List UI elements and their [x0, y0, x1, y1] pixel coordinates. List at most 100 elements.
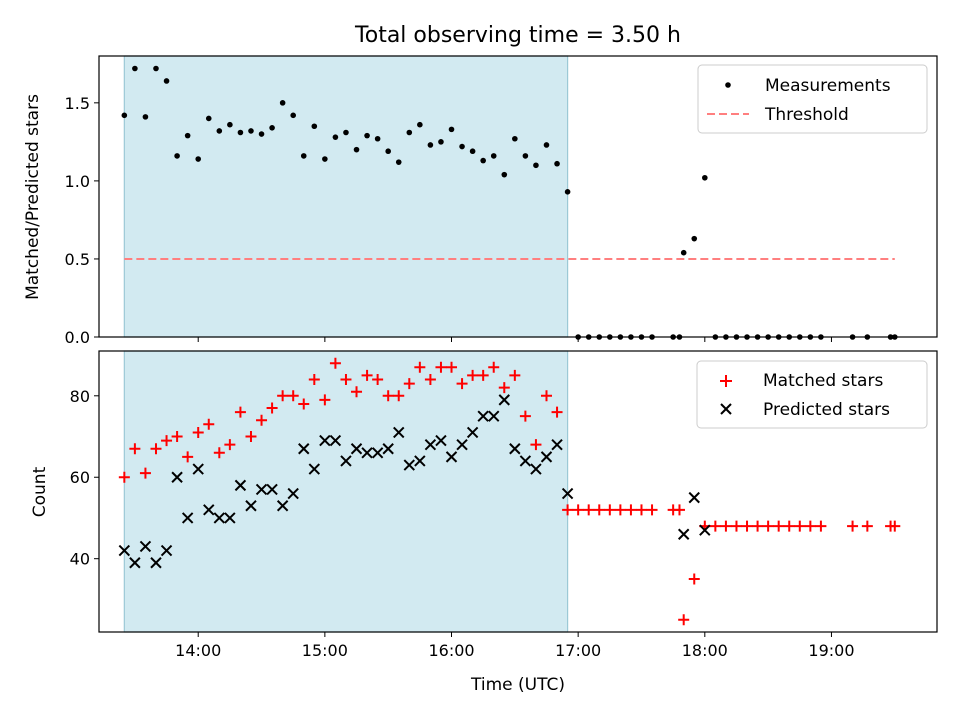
matched-star-point — [213, 447, 225, 459]
matched-star-point — [456, 378, 468, 390]
matched-star-point — [635, 504, 647, 516]
measurement-point — [364, 132, 370, 139]
bottom-x-axis: 14:00 15:00 16:00 17:00 18:00 19:00 — [175, 632, 855, 660]
matched-star-point — [678, 614, 690, 626]
matched-star-point — [161, 435, 173, 447]
measurement-point — [522, 153, 529, 159]
matched-star-point — [625, 504, 637, 516]
matched-star-point — [308, 374, 320, 386]
top-plot-frame — [98, 55, 938, 338]
predicted-star-point — [129, 557, 141, 569]
matched-star-point — [393, 390, 405, 402]
matched-star-point — [730, 520, 742, 532]
predicted-star-point — [234, 479, 247, 492]
matched-star-point — [889, 520, 901, 532]
measurement-point — [554, 160, 560, 167]
measurement-point — [216, 128, 223, 134]
matched-star-point — [467, 369, 479, 381]
matched-star-point — [287, 390, 299, 402]
measurement-point — [385, 148, 391, 155]
measurement-point — [417, 121, 423, 128]
threshold-legend-label: Threshold — [764, 105, 849, 125]
measurement-point — [269, 125, 275, 131]
predicted-star-point — [245, 500, 257, 512]
matched-star-point — [139, 467, 151, 479]
matched-star-point — [435, 361, 447, 373]
matched-star-point — [762, 520, 774, 532]
top-legend-box — [697, 64, 928, 134]
matched-star-point — [382, 390, 394, 402]
measurement-point — [564, 189, 571, 195]
predicted-star-point — [477, 410, 489, 422]
x-tick-label: 18:00 — [682, 641, 728, 660]
matched-star-point — [861, 520, 873, 532]
predicted-star-point — [382, 443, 394, 455]
measurement-point — [311, 123, 318, 130]
matched-star-point — [372, 374, 384, 386]
matched-star-point — [477, 369, 489, 381]
predicted-star-point — [509, 443, 521, 455]
measurement-point — [332, 134, 339, 140]
shaded-interval — [123, 350, 569, 633]
predicted-star-point — [488, 410, 500, 422]
measurement-point — [490, 153, 497, 159]
predicted-star-point — [287, 487, 299, 500]
measurement-point — [153, 65, 159, 72]
matched-star-point — [614, 504, 626, 516]
matched-star-point — [709, 520, 721, 532]
predicted-star-point — [181, 512, 194, 524]
matched-star-point — [298, 398, 310, 410]
bottom-y-axis-label: Count — [30, 466, 50, 517]
measurement-legend-marker — [725, 82, 731, 88]
predicted-legend-label: Predicted stars — [763, 400, 890, 420]
bottom-plot-frame — [98, 350, 938, 633]
predicted-star-point — [150, 557, 162, 569]
matched-star-point — [688, 573, 700, 585]
matched-star-point — [245, 431, 257, 443]
top-panel: 0.0 0.5 1.0 1.5 Matched/Predicted stars Mea… — [23, 55, 938, 347]
matched-star-point — [224, 439, 236, 451]
top-x-axis — [197, 337, 832, 342]
matched-star-point — [540, 390, 552, 402]
matched-star-point — [815, 520, 827, 532]
matched-star-point — [182, 451, 194, 463]
bottom-y-axis: 40 60 80 — [70, 387, 99, 569]
matched-star-point — [783, 520, 795, 532]
matched-star-point — [192, 426, 204, 438]
measurement-point — [174, 153, 180, 159]
predicted-star-point — [699, 524, 711, 536]
predicted-star-point — [329, 434, 342, 447]
measurement-point — [279, 100, 286, 106]
measurement-point — [258, 131, 265, 137]
matched-star-point — [266, 402, 278, 414]
predicted-legend-marker — [720, 403, 732, 415]
predicted-star-point — [371, 447, 384, 459]
measurement-legend-label: Measurements — [765, 76, 891, 96]
predicted-star-point — [361, 447, 373, 459]
predicted-star-point — [319, 434, 331, 447]
measurement-point — [184, 132, 191, 139]
matched-star-point — [519, 410, 531, 422]
x-tick-label: 15:00 — [302, 641, 348, 660]
matched-star-point — [773, 520, 785, 532]
predicted-star-point — [435, 434, 447, 447]
measurement-point — [132, 65, 138, 72]
top-y-axis: 0.0 0.5 1.0 1.5 — [65, 94, 99, 347]
predicted-star-point — [403, 459, 415, 471]
predicted-star-point — [255, 483, 268, 496]
matched-star-point — [256, 414, 268, 426]
y-tick-label: 0.5 — [65, 250, 90, 269]
measurement-point — [480, 157, 486, 164]
predicted-star-points — [118, 394, 711, 569]
measurement-point — [343, 129, 349, 136]
predicted-star-point — [224, 512, 236, 524]
predicted-star-point — [561, 487, 574, 500]
measurement-point — [406, 129, 413, 136]
matched-star-point — [118, 471, 130, 483]
y-tick-label: 0.0 — [65, 328, 90, 347]
measurement-point — [427, 142, 434, 148]
matched-legend-label: Matched stars — [763, 371, 883, 391]
x-tick-label: 16:00 — [428, 641, 474, 660]
matched-star-point — [329, 357, 341, 369]
predicted-star-point — [160, 544, 173, 557]
